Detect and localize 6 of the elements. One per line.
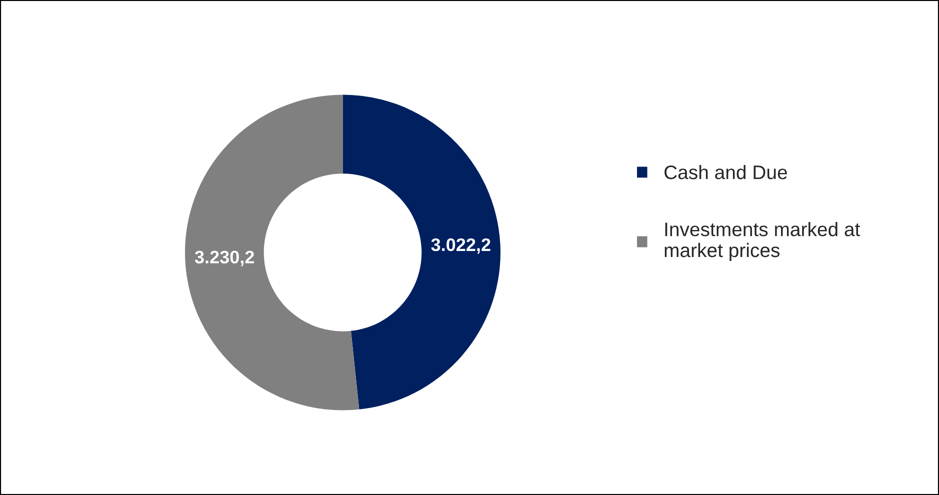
donut-slice bbox=[342, 94, 500, 410]
legend-label: Investments marked at market prices bbox=[664, 222, 860, 262]
data-label: 3.022,2 bbox=[431, 238, 490, 254]
legend-label: Cash and Due bbox=[664, 164, 787, 180]
data-label: 3.230,2 bbox=[194, 250, 254, 266]
donut-slice bbox=[185, 94, 360, 410]
